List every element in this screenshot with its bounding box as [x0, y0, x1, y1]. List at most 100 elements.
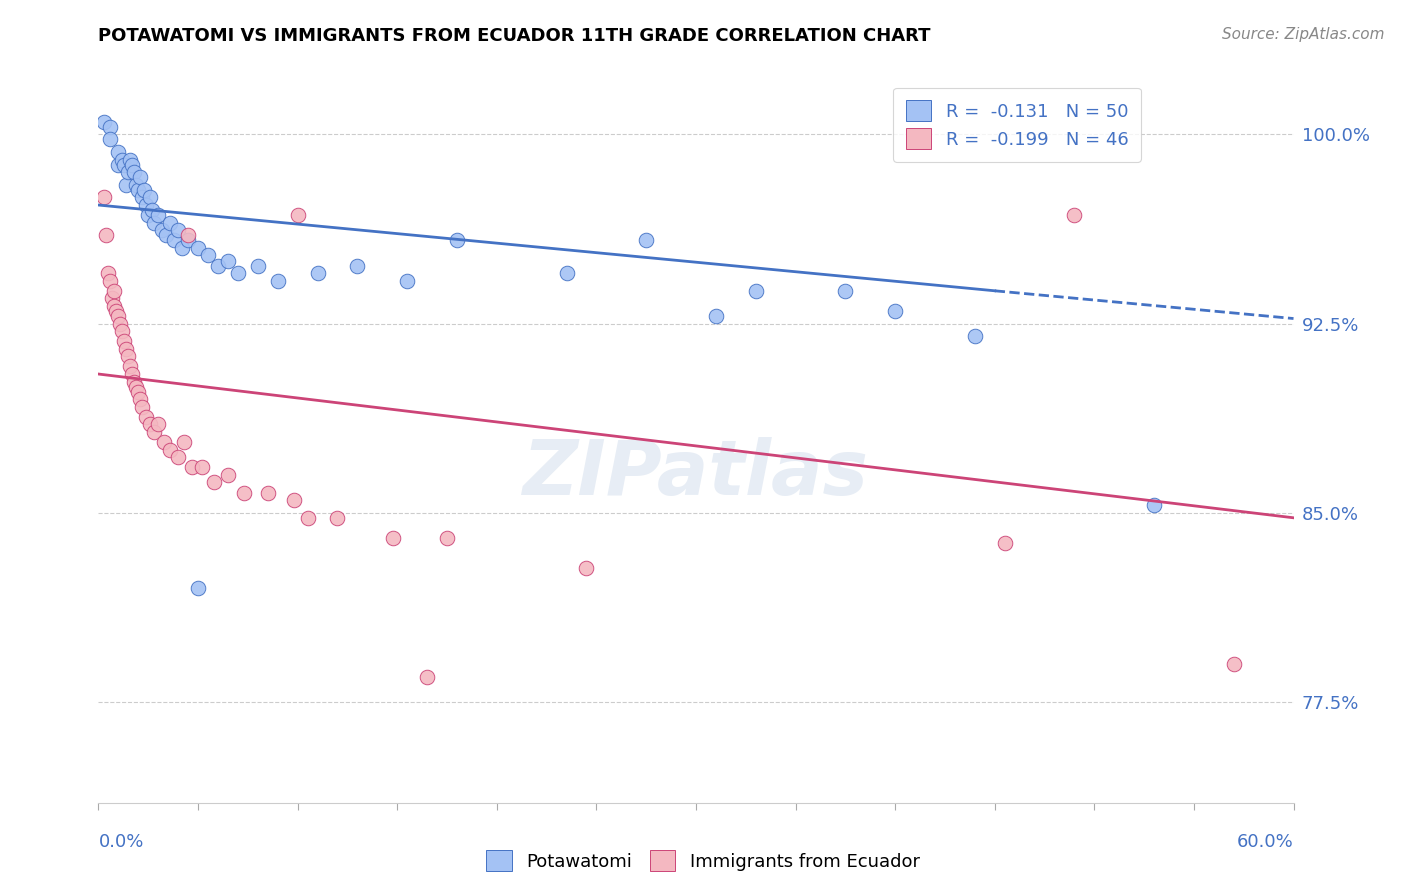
Point — [98, 120, 122, 134]
Point — [884, 304, 907, 318]
Point — [98, 132, 122, 146]
Point — [297, 510, 319, 524]
Text: POTAWATOMI VS IMMIGRANTS FROM ECUADOR 11TH GRADE CORRELATION CHART: POTAWATOMI VS IMMIGRANTS FROM ECUADOR 11… — [98, 27, 931, 45]
Legend: Potawatomi, Immigrants from Ecuador: Potawatomi, Immigrants from Ecuador — [479, 843, 927, 879]
Point — [256, 485, 278, 500]
Point — [124, 375, 146, 389]
Point — [555, 266, 578, 280]
Legend: R =  -0.131   N = 50, R =  -0.199   N = 46: R = -0.131 N = 50, R = -0.199 N = 46 — [893, 87, 1142, 162]
Point — [136, 208, 159, 222]
Point — [177, 233, 200, 247]
Point — [135, 198, 157, 212]
Point — [115, 178, 138, 192]
Point — [135, 409, 157, 424]
Point — [124, 165, 146, 179]
Point — [120, 153, 142, 167]
Point — [115, 342, 138, 356]
Point — [226, 266, 249, 280]
Point — [117, 350, 139, 364]
Point — [107, 309, 129, 323]
Point — [112, 334, 135, 349]
Point — [103, 299, 125, 313]
Point — [97, 266, 120, 280]
Point — [121, 367, 143, 381]
Point — [159, 216, 181, 230]
Point — [283, 493, 305, 508]
Point — [1143, 498, 1166, 512]
Point — [172, 241, 194, 255]
Point — [267, 274, 290, 288]
Point — [105, 304, 128, 318]
Point — [112, 158, 135, 172]
Point — [121, 158, 143, 172]
Point — [96, 228, 118, 243]
Point — [187, 241, 209, 255]
Point — [93, 115, 115, 129]
Point — [745, 284, 768, 298]
Point — [382, 531, 405, 545]
Point — [191, 460, 214, 475]
Point — [436, 531, 458, 545]
Point — [994, 536, 1017, 550]
Text: Source: ZipAtlas.com: Source: ZipAtlas.com — [1222, 27, 1385, 42]
Point — [134, 183, 156, 197]
Point — [131, 190, 153, 204]
Point — [143, 425, 166, 439]
Point — [125, 178, 148, 192]
Point — [636, 233, 658, 247]
Point — [111, 153, 134, 167]
Point — [103, 284, 125, 298]
Point — [963, 329, 986, 343]
Point — [93, 190, 115, 204]
Point — [148, 208, 170, 222]
Point — [396, 274, 419, 288]
Point — [1223, 657, 1246, 671]
Point — [177, 228, 200, 243]
Text: 0.0%: 0.0% — [98, 833, 143, 851]
Point — [111, 324, 134, 338]
Point — [139, 190, 162, 204]
Point — [101, 291, 124, 305]
Point — [127, 183, 149, 197]
Point — [129, 170, 152, 185]
Point — [446, 233, 468, 247]
Point — [120, 359, 142, 374]
Point — [143, 216, 166, 230]
Point — [163, 233, 186, 247]
Point — [232, 485, 254, 500]
Point — [307, 266, 329, 280]
Point — [98, 274, 122, 288]
Point — [217, 467, 239, 482]
Point — [167, 450, 190, 465]
Point — [187, 582, 209, 596]
Point — [148, 417, 170, 432]
Point — [416, 670, 439, 684]
Point — [217, 253, 239, 268]
Point — [202, 475, 225, 490]
Point — [117, 165, 139, 179]
Point — [173, 435, 195, 450]
Point — [167, 223, 190, 237]
Point — [287, 208, 309, 222]
Point — [153, 435, 176, 450]
Point — [326, 510, 349, 524]
Point — [181, 460, 204, 475]
Point — [127, 384, 149, 399]
Point — [141, 203, 163, 218]
Point — [197, 248, 219, 262]
Point — [150, 223, 173, 237]
Point — [704, 309, 727, 323]
Point — [159, 442, 181, 457]
Text: ZIPatlas: ZIPatlas — [523, 437, 869, 510]
Point — [346, 259, 368, 273]
Point — [131, 400, 153, 414]
Point — [125, 379, 148, 393]
Text: 60.0%: 60.0% — [1237, 833, 1294, 851]
Point — [107, 145, 129, 159]
Point — [246, 259, 269, 273]
Point — [1063, 208, 1085, 222]
Point — [139, 417, 162, 432]
Point — [110, 317, 132, 331]
Point — [107, 158, 129, 172]
Point — [834, 284, 856, 298]
